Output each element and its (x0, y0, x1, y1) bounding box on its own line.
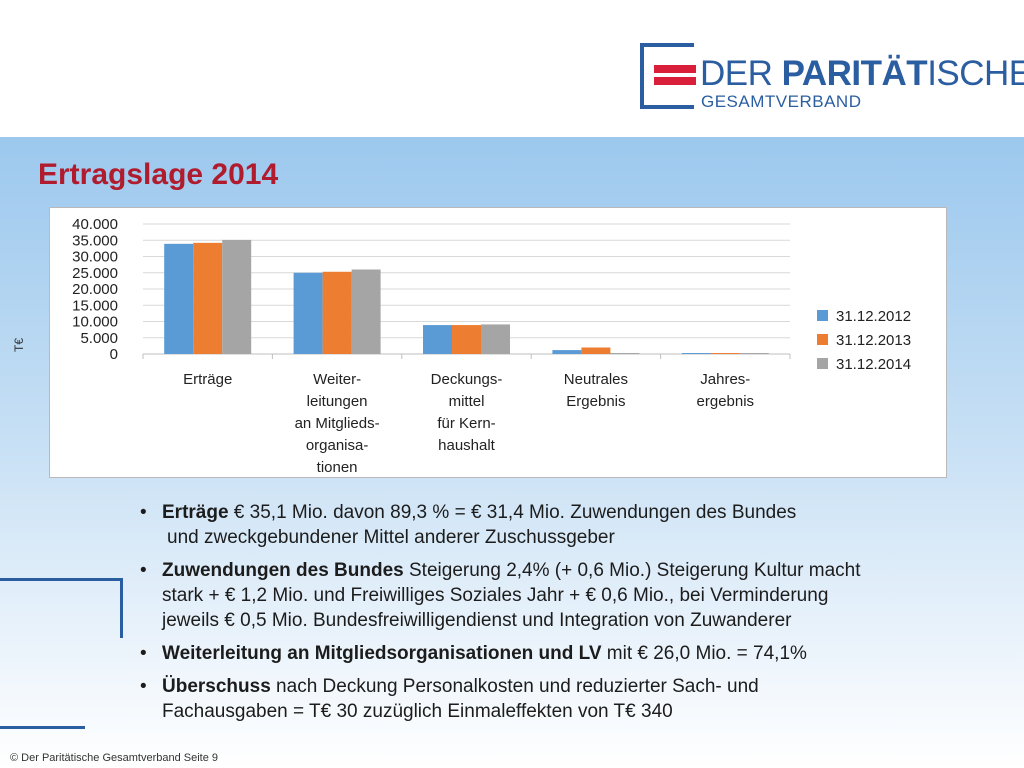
logo-wordmark-der: DER (700, 54, 782, 93)
y-tick-label: 40.000 (72, 216, 118, 233)
x-tick-label: Neutrales (564, 371, 628, 388)
slide-title: Ertragslage 2014 (38, 158, 279, 191)
bullet-bold: Weiterleitung an Mitgliedsorganisationen… (162, 643, 602, 664)
decor-line-bottom (0, 726, 85, 729)
bullet-dot: • (140, 560, 147, 581)
decor-line-vertical (120, 578, 123, 638)
bullet-text: € 35,1 Mio. davon 89,3 % = € 31,4 Mio. Z… (228, 502, 797, 523)
logo-wordmark: DER PARITÄTISCHE (700, 54, 1024, 94)
x-tick-label: für Kern- (437, 415, 495, 432)
legend-label: 31.12.2012 (836, 308, 911, 325)
bar (581, 347, 611, 354)
bullet-bold: Überschuss (162, 676, 271, 697)
bullet-item: • Erträge € 35,1 Mio. davon 89,3 % = € 3… (140, 500, 1010, 550)
bar (710, 353, 740, 354)
bullet-item: • Weiterleitung an Mitgliedsorganisation… (140, 641, 1010, 666)
bar (739, 353, 769, 354)
footer: © Der Paritätische Gesamtverband Seite 9 (10, 752, 219, 764)
bullet-text: mit € 26,0 Mio. = 74,1% (601, 643, 807, 664)
x-tick-label: tionen (317, 459, 358, 476)
bar (322, 271, 352, 354)
bar (423, 325, 452, 354)
y-tick-label: 0 (110, 346, 118, 363)
logo-stripe-top (654, 65, 696, 73)
legend-swatch (817, 334, 828, 345)
x-tick-label: an Mitglieds- (295, 415, 380, 432)
bullet-continuation: jeweils € 0,5 Mio. Bundesfreiwilligendie… (162, 610, 792, 631)
bar (481, 324, 510, 354)
y-axis-unit: T€ (12, 337, 27, 353)
bullet-text: nach Deckung Personalkosten und reduzier… (270, 676, 759, 697)
bar (193, 242, 223, 354)
bullet-continuation: und zweckgebundener Mittel anderer Zusch… (167, 527, 615, 548)
x-tick-label: haushalt (438, 437, 496, 454)
bullet-item: • Überschuss nach Deckung Personalkosten… (140, 674, 1010, 724)
y-tick-label: 35.000 (72, 232, 118, 249)
x-tick-label: organisa- (306, 437, 369, 454)
legend-label: 31.12.2014 (836, 356, 911, 373)
bar (293, 272, 323, 354)
bullet-text: Steigerung 2,4% (+ 0,6 Mio.) Steigerung … (403, 560, 861, 581)
y-tick-label: 20.000 (72, 281, 118, 298)
bullet-dot: • (140, 643, 147, 664)
logo: DER PARITÄTISCHE GESAMTVERBAND (632, 37, 1024, 115)
x-tick-label: ergebnis (697, 393, 755, 410)
bar (351, 269, 381, 354)
logo-subtitle: GESAMTVERBAND (701, 92, 862, 111)
x-tick-label: Erträge (183, 371, 232, 388)
chart-area: 0 5.000 10.000 15.000 20.000 25.000 30.000 35.0… (49, 207, 947, 478)
bar (164, 243, 194, 354)
logo-stripe-bottom (654, 77, 696, 85)
bullet-continuation: stark + € 1,2 Mio. und Freiwilliges Sozi… (162, 585, 829, 606)
logo-wordmark-paritaet: PARITÄT (781, 54, 928, 93)
bullet-item: • Zuwendungen des Bundes Steigerung 2,4%… (140, 558, 1010, 633)
bar (681, 353, 711, 354)
y-tick-label: 10.000 (72, 314, 118, 331)
bullet-dot: • (140, 676, 147, 697)
logo-wordmark-ische: ISCHE (927, 54, 1024, 93)
bar (452, 325, 481, 354)
x-tick-label: mittel (449, 393, 485, 410)
x-tick-label: leitungen (307, 393, 368, 410)
x-tick-label: Ergebnis (566, 393, 625, 410)
y-tick-label: 15.000 (72, 297, 118, 314)
decor-line-top (0, 578, 123, 581)
bullet-bold: Zuwendungen des Bundes (162, 560, 404, 581)
bullet-continuation: Fachausgaben = T€ 30 zuzüglich Einmaleff… (162, 701, 673, 722)
logo-frame (640, 43, 694, 109)
bullet-list: • Erträge € 35,1 Mio. davon 89,3 % = € 3… (140, 500, 1010, 732)
y-tick-label: 30.000 (72, 249, 118, 266)
legend-label: 31.12.2013 (836, 332, 911, 349)
y-tick-label: 25.000 (72, 265, 118, 282)
x-tick-label: Jahres- (700, 371, 750, 388)
y-tick-label: 5.000 (80, 330, 118, 347)
legend-swatch (817, 358, 828, 369)
bar (552, 350, 582, 354)
bar-chart: 05.00010.00015.00020.00025.00030.00035.0… (72, 216, 911, 476)
bullet-bold: Erträge (162, 502, 229, 523)
x-tick-label: Deckungs- (431, 371, 503, 388)
x-tick-label: Weiter- (313, 371, 361, 388)
bar (222, 239, 252, 354)
bar (610, 353, 640, 354)
bullet-dot: • (140, 502, 147, 523)
legend-swatch (817, 310, 828, 321)
